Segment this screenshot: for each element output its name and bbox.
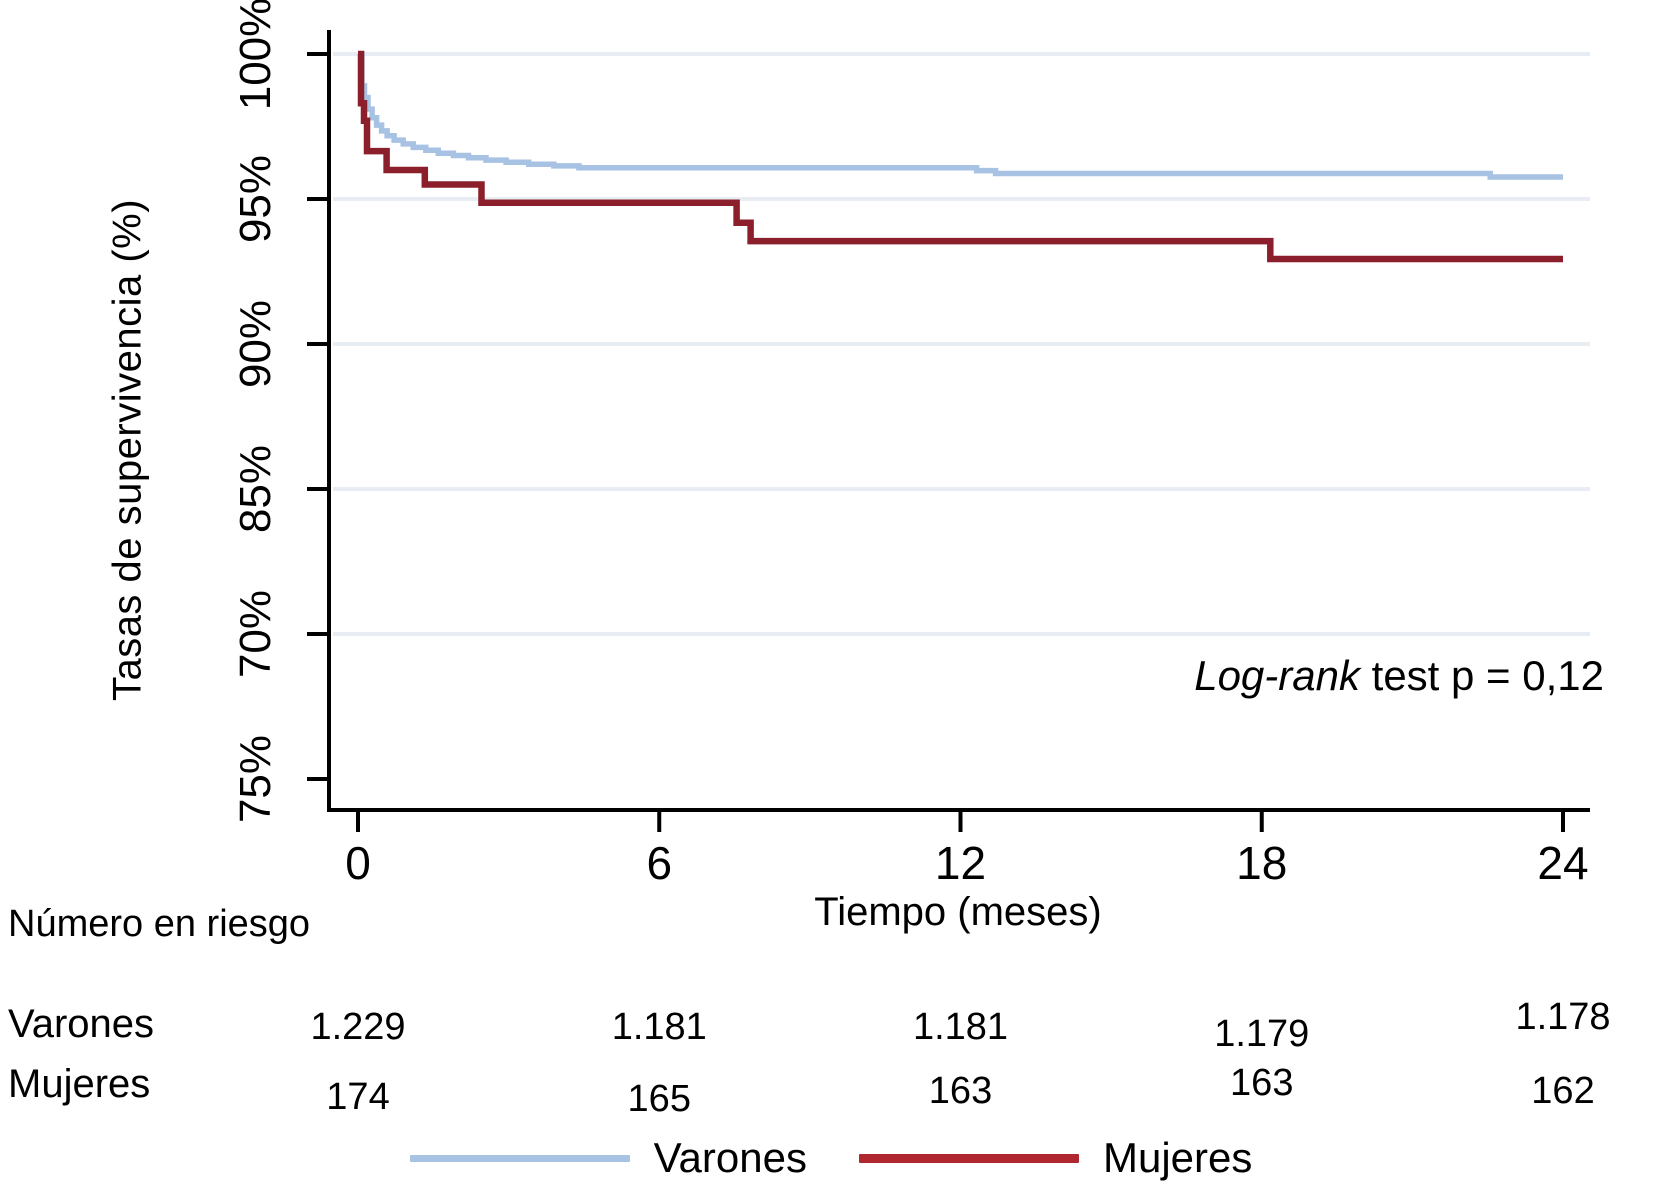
risk-value: 1.178 (1515, 996, 1611, 1038)
y-tick-label: 100% (231, 0, 280, 111)
legend-label-varones: Varones (653, 1134, 807, 1181)
y-tick-label: 75% (231, 734, 280, 824)
y-tick-label: 70% (231, 589, 280, 679)
y-tick-label: 90% (231, 299, 280, 389)
legend: Varones Mujeres (0, 1134, 1662, 1182)
varones-line-swatch-icon (409, 1154, 630, 1162)
logrank-annotation: Log-rank test p = 0,12 (1194, 652, 1604, 700)
risk-value: 163 (928, 1070, 993, 1112)
legend-item-varones: Varones (409, 1134, 807, 1182)
risk-value: 1.179 (1214, 1013, 1310, 1055)
x-axis-title: Tiempo (meses) (814, 890, 1102, 934)
survival-curve-mujeres (357, 50, 1563, 263)
x-tick-label: 0 (345, 837, 371, 889)
risk-value: 1.181 (912, 1006, 1009, 1048)
risk-value: 163 (1230, 1062, 1294, 1104)
risk-row-label-mujeres: Mujeres (8, 1062, 151, 1106)
risk-value: 1.181 (611, 1006, 707, 1048)
risk-value: 1.229 (310, 1006, 406, 1048)
risk-table-title: Número en riesgo (8, 903, 311, 945)
legend-label-mujeres: Mujeres (1102, 1134, 1253, 1181)
x-tick-label: 18 (1236, 837, 1288, 889)
axis-lines (327, 30, 1590, 812)
x-tick-label: 24 (1537, 837, 1589, 889)
y-tick-label: 95% (231, 154, 280, 244)
logrank-annotation-italic: Log-rank (1194, 652, 1360, 699)
y-tick-label: 85% (231, 444, 280, 534)
x-tick-label: 12 (934, 837, 987, 889)
y-axis-title: Tasas de supervivencia (%) (105, 198, 150, 702)
mujeres-line-swatch-icon (858, 1153, 1079, 1163)
risk-value: 165 (627, 1078, 691, 1120)
survival-curve-varones (358, 51, 1563, 180)
legend-item-mujeres: Mujeres (858, 1134, 1253, 1182)
x-tick-label: 6 (646, 837, 673, 889)
risk-value: 162 (1531, 1070, 1595, 1112)
risk-row-label-varones: Varones (8, 1002, 155, 1046)
logrank-annotation-rest: test p = 0,12 (1359, 652, 1604, 699)
risk-value: 174 (326, 1076, 390, 1118)
